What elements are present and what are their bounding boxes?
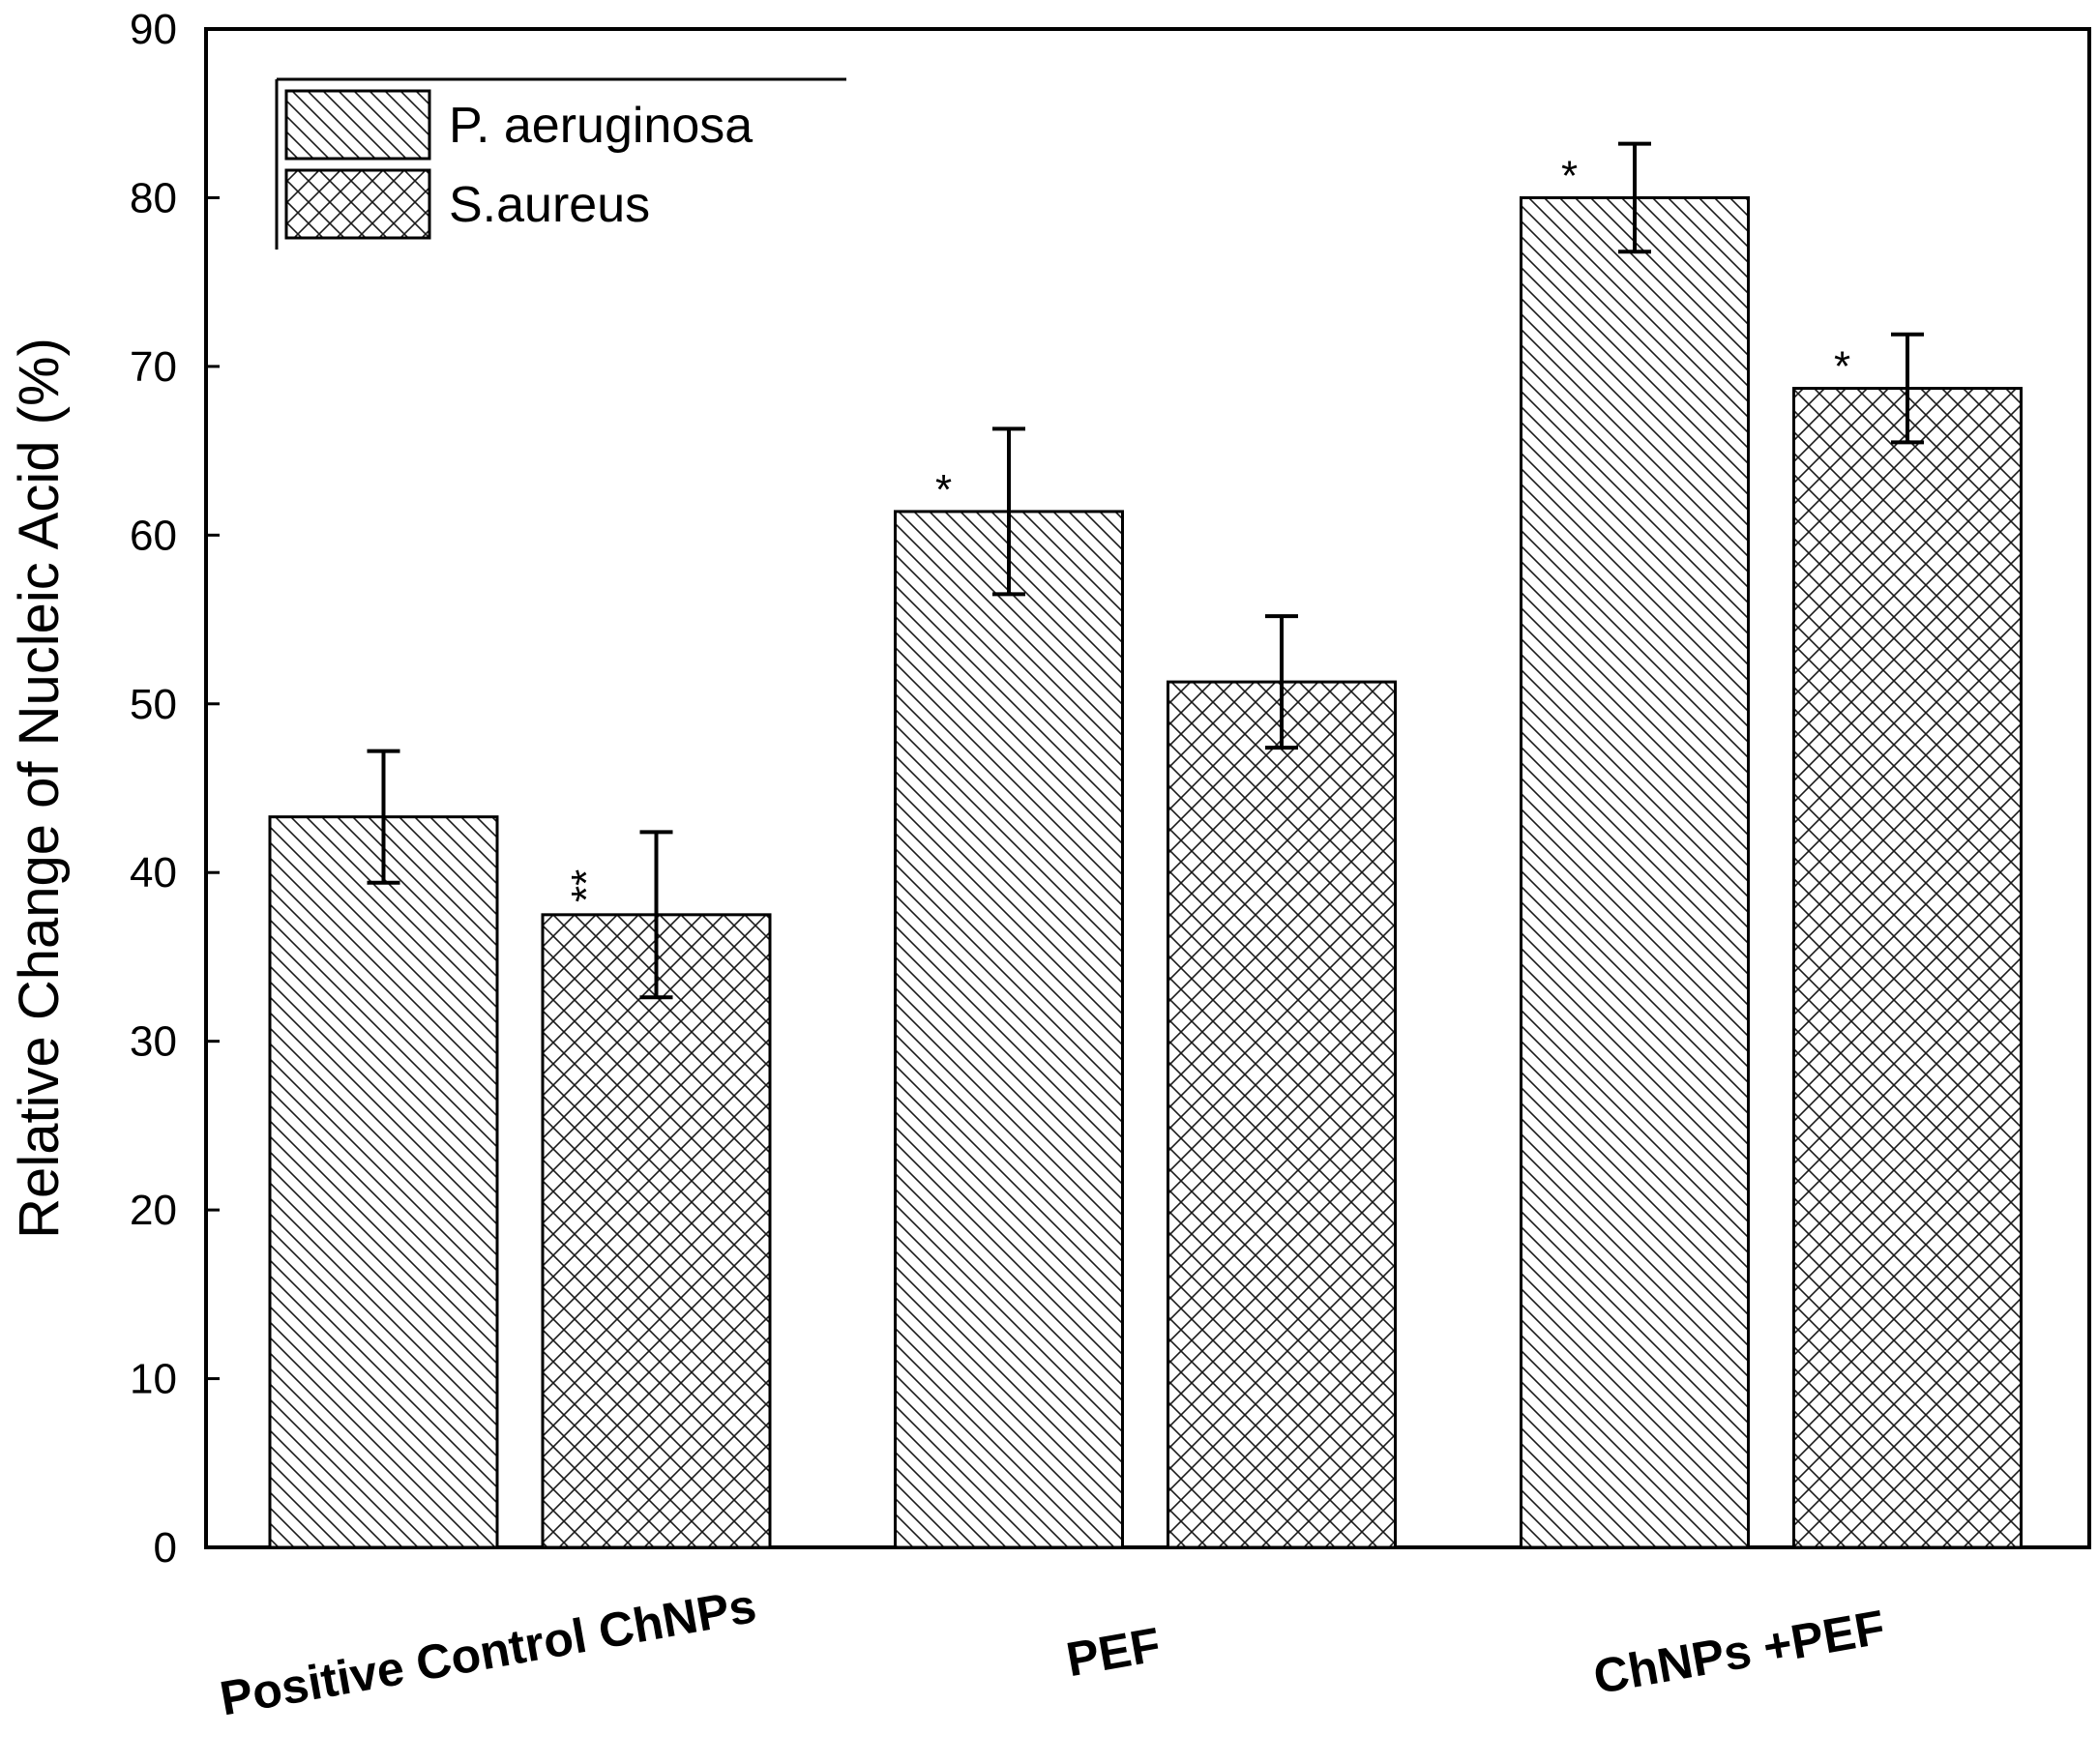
y-axis-title: Relative Change of Nucleic Acid (%)	[8, 338, 71, 1239]
bar	[541, 913, 772, 1549]
category-label: PEF	[1062, 1617, 1164, 1687]
legend-swatch	[284, 168, 431, 240]
bar	[268, 815, 499, 1549]
y-tick-label: 0	[154, 1524, 177, 1572]
legend: P. aeruginosa S.aureus	[275, 77, 846, 250]
significance-mark: *	[1561, 152, 1578, 199]
bar	[1792, 387, 2023, 1549]
significance-mark: **	[563, 869, 610, 902]
bar	[1520, 195, 1750, 1549]
y-tick-label: 60	[130, 512, 177, 559]
y-tick-label: 90	[130, 6, 177, 53]
category-label: Positive Control ChNPs	[216, 1578, 759, 1726]
y-tick-label: 40	[130, 849, 177, 897]
plot-frame	[204, 27, 2091, 1549]
significance-mark: *	[1834, 343, 1850, 391]
y-tick-label: 20	[130, 1187, 177, 1234]
bar	[894, 510, 1124, 1549]
y-tick-label: 50	[130, 681, 177, 728]
legend-label: P. aeruginosa	[449, 98, 753, 154]
y-tick-label: 10	[130, 1356, 177, 1403]
y-tick-label: 70	[130, 343, 177, 391]
y-tick-label: 80	[130, 174, 177, 221]
legend-swatch	[284, 89, 431, 161]
category-label: ChNPs +PEF	[1589, 1600, 1888, 1704]
y-tick-label: 30	[130, 1018, 177, 1066]
significance-mark: *	[935, 466, 952, 514]
bar	[1167, 680, 1397, 1549]
legend-label: S.aureus	[449, 177, 650, 233]
